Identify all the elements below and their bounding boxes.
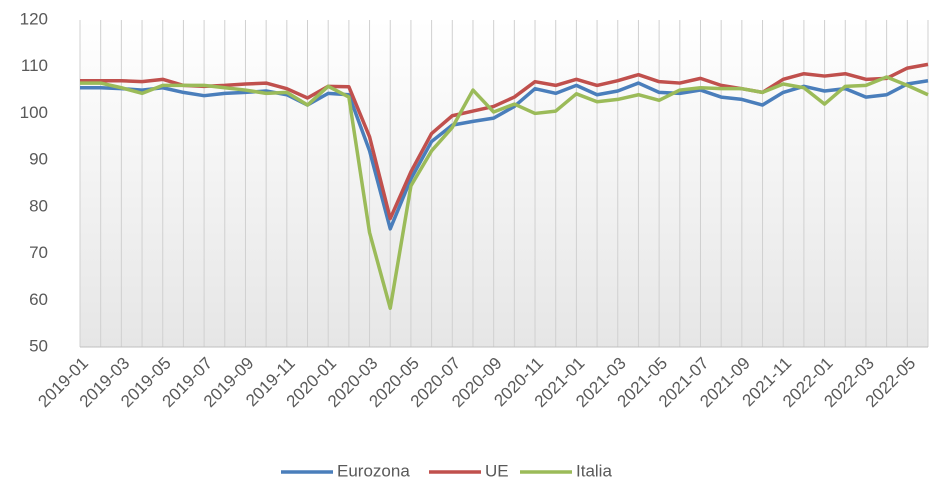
y-tick-label: 100 — [20, 103, 48, 122]
series-line — [80, 79, 929, 231]
y-tick-label: 60 — [29, 290, 48, 309]
series-line — [80, 75, 929, 310]
y-tick-label: 70 — [29, 243, 48, 262]
legend-label: Eurozona — [337, 461, 410, 480]
y-tick-label: 50 — [29, 336, 48, 355]
legend: Eurozona UE Italia — [281, 461, 612, 480]
legend-label: UE — [485, 461, 509, 480]
plot-area — [80, 20, 928, 347]
y-tick-label: 90 — [29, 150, 48, 169]
y-tick-label: 120 — [20, 9, 48, 28]
legend-label: Italia — [576, 461, 612, 480]
y-tick-label: 110 — [21, 56, 48, 75]
y-tick-label: 80 — [29, 196, 48, 215]
series-line — [80, 62, 929, 221]
